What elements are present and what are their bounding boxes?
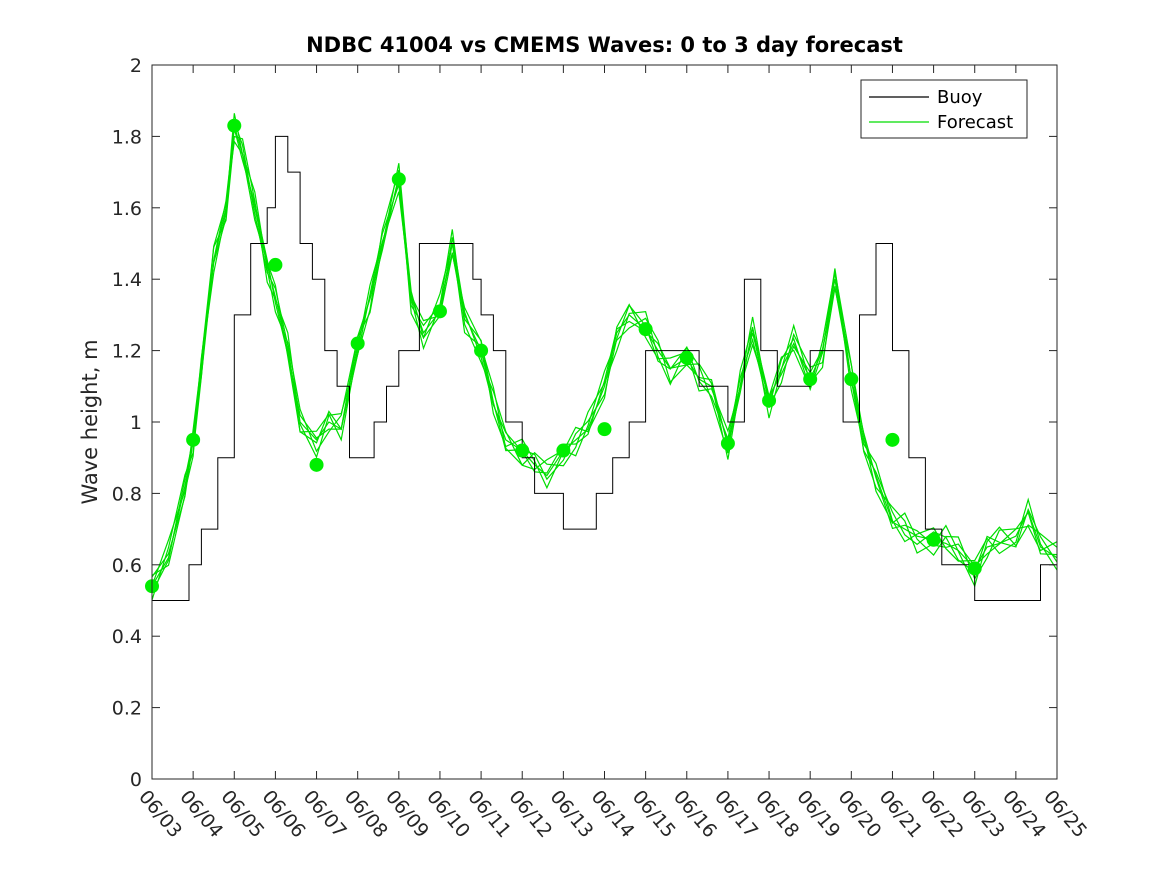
forecast-marker xyxy=(391,172,406,187)
legend-label-forecast: Forecast xyxy=(937,112,1013,133)
forecast-marker xyxy=(926,532,941,547)
y-tick-label: 1 xyxy=(130,412,142,434)
series-layer xyxy=(151,113,1058,601)
forecast-marker xyxy=(474,343,489,358)
y-axis: 0 0.2 0.4 0.6 0.8 1 1.2 1.4 1.6 1.8 2 xyxy=(112,55,1057,791)
forecast-marker xyxy=(762,393,777,408)
y-tick-label: 0.4 xyxy=(112,626,142,648)
forecast-marker xyxy=(268,257,283,272)
y-tick-label: 0.2 xyxy=(112,698,142,720)
forecast-series-line xyxy=(151,121,1058,578)
forecast-series-line xyxy=(151,128,1058,593)
plot-area xyxy=(152,65,1057,779)
legend: Buoy Forecast xyxy=(860,79,1028,139)
forecast-marker xyxy=(720,436,735,451)
forecast-marker xyxy=(967,561,982,576)
forecast-marker xyxy=(227,118,242,133)
forecast-marker xyxy=(803,372,818,387)
legend-box xyxy=(860,79,1028,139)
y-tick-label: 0 xyxy=(130,769,142,791)
y-tick-label: 1.8 xyxy=(112,126,142,148)
forecast-marker xyxy=(638,322,653,337)
chart-title: NDBC 41004 vs CMEMS Waves: 0 to 3 day fo… xyxy=(306,33,903,57)
forecast-marker xyxy=(556,443,571,458)
y-tick-label: 1.4 xyxy=(112,269,142,291)
forecast-marker xyxy=(350,336,365,351)
forecast-marker xyxy=(597,422,612,437)
legend-label-buoy: Buoy xyxy=(937,87,983,108)
forecast-marker xyxy=(186,432,201,447)
forecast-marker xyxy=(679,350,694,365)
forecast-marker xyxy=(432,304,447,319)
forecast-marker xyxy=(515,443,530,458)
buoy-series-line xyxy=(152,135,1057,601)
y-tick-label: 1.2 xyxy=(112,341,142,363)
forecast-marker xyxy=(844,372,859,387)
y-tick-label: 0.8 xyxy=(112,483,142,505)
y-tick-label: 2 xyxy=(130,55,142,77)
y-axis-label: Wave height, m xyxy=(78,339,102,504)
forecast-marker xyxy=(309,457,324,472)
forecast-marker xyxy=(885,432,900,447)
marker-layer xyxy=(145,118,982,594)
y-tick-label: 1.6 xyxy=(112,198,142,220)
y-tick-label: 0.6 xyxy=(112,555,142,577)
